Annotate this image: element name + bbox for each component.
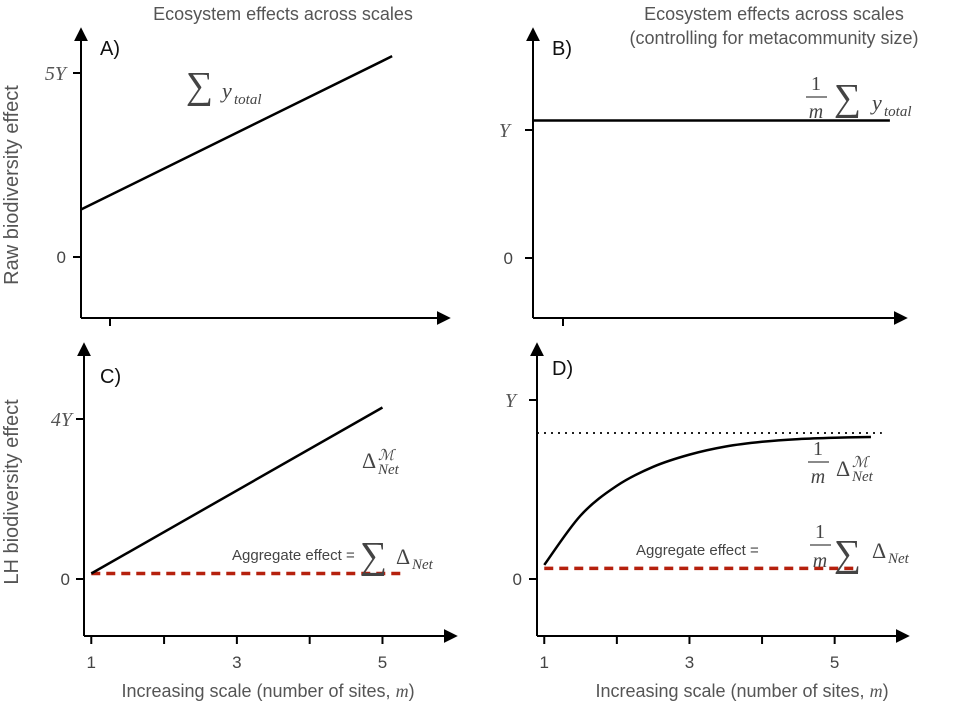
svg-text:∑: ∑ [834,533,861,575]
panel-b-ytick-label-0: 0 [504,249,513,268]
svg-text:1: 1 [815,521,825,543]
panel-c-xtick-label-3: 3 [232,653,241,672]
panel-c-xtick-label-5: 5 [378,653,387,672]
panel-d-ytick-label-0: 0 [513,570,522,589]
row-label-lh: LH biodiversity effect [1,399,23,585]
svg-text:m: m [809,101,823,123]
panel-c-annotation-delta-net-m: Δ ℳ Net [362,448,400,478]
svg-text:Δ: Δ [872,538,886,563]
panel-d-annotation-mean-delta-net-m: 1 m Δ ℳ Net [808,438,874,488]
panel-a-ytick-label-5y: 5Y [45,63,68,85]
panel-c-xtick-label-1: 1 [87,653,96,672]
col-title-left: Ecosystem effects across scales [153,4,413,24]
panel-c: C) 4Y 0 1 3 5 Δ ℳ Net Aggregate effect = ∑… [51,342,458,701]
panel-c-xlabel: Increasing scale (number of sites, m) [121,681,414,701]
svg-text:total: total [234,92,262,108]
svg-text:Δ: Δ [396,544,410,569]
svg-text:m: m [813,550,827,572]
svg-text:m: m [811,466,825,488]
panel-a-series-sum-ytotal [80,55,393,211]
panel-d-xtick-label-5: 5 [830,653,839,672]
panel-d-xtick-label-3: 3 [685,653,694,672]
panel-d-xtick-label-1: 1 [540,653,549,672]
svg-text:ℳ: ℳ [378,448,396,464]
svg-text:y: y [870,90,882,115]
panel-c-ytick-label-4y: 4Y [51,409,74,431]
svg-text:∑: ∑ [186,65,213,107]
panel-c-aggregate-label: Aggregate effect = [232,547,355,564]
panel-c-label: C) [100,366,121,388]
panel-d-series-mean-delta-net-m [543,435,871,566]
panel-d: D) Y 0 1 3 5 1 m Δ ℳ Net Aggregate effect … [505,342,910,701]
svg-text:total: total [884,104,912,120]
svg-text:Net: Net [887,551,910,567]
panel-d-annotation-aggregate: Aggregate effect = 1 m ∑ Δ Net [636,521,910,575]
panel-d-xlabel: Increasing scale (number of sites, m) [595,681,888,701]
svg-text:Net: Net [851,469,874,485]
svg-text:Net: Net [377,462,400,478]
svg-text:∑: ∑ [834,77,861,119]
panel-d-aggregate-label: Aggregate effect = [636,542,759,559]
panel-c-annotation-aggregate: Aggregate effect = ∑ Δ Net [232,535,434,577]
svg-text:1: 1 [813,438,823,460]
panel-d-ytick-label-y: Y [505,390,518,412]
svg-text:ℳ: ℳ [852,455,870,471]
panel-b-annotation-mean-ytotal: 1 m ∑ y total [806,73,912,123]
panel-c-series-delta-net-m [90,406,384,575]
panel-a-label: A) [100,38,120,60]
panel-d-xticks: 1 3 5 [540,636,839,672]
panel-b-label: B) [552,38,572,60]
panel-c-xticks: 1 3 5 [87,636,387,672]
svg-text:Net: Net [411,557,434,573]
svg-text:y: y [220,78,232,103]
svg-text:Δ: Δ [362,448,376,473]
panel-d-label: D) [552,358,573,380]
panel-c-ytick-label-0: 0 [61,570,70,589]
panel-a-ytick-label-0: 0 [57,248,66,267]
col-title-right-line2: (controlling for metacommunity size) [629,28,918,48]
svg-text:1: 1 [811,73,821,95]
panel-a: A) 5Y 0 ∑ y total [45,27,451,326]
col-title-right-line1: Ecosystem effects across scales [644,4,904,24]
panel-b-ytick-label-y: Y [499,120,512,142]
panel-a-annotation-sum-ytotal: ∑ y total [186,65,262,108]
svg-text:∑: ∑ [360,535,387,577]
panel-b: B) Y 0 1 m ∑ y total [499,27,912,326]
row-label-raw: Raw biodiversity effect [1,85,23,285]
svg-text:Δ: Δ [836,456,850,481]
